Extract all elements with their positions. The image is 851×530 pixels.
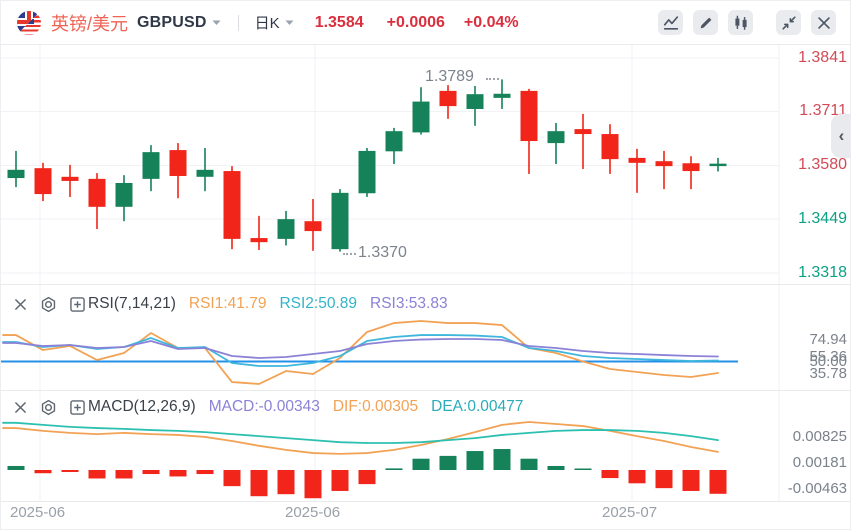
draw-button[interactable] — [693, 10, 718, 35]
price-axis-label: 1.3449 — [798, 210, 847, 227]
axis-collapse-tab[interactable]: ‹ — [831, 114, 850, 158]
dif-value: DIF:0.00305 — [332, 398, 419, 415]
pencil-icon — [700, 17, 711, 28]
macd-axis-label: 0.00181 — [792, 454, 847, 471]
price-axis-label: 1.3318 — [798, 264, 847, 281]
rsi3-value: RSI3:53.83 — [370, 295, 448, 312]
rsi2-value: RSI2:50.89 — [279, 295, 358, 312]
candlesticks-icon — [734, 15, 747, 30]
rsi-close-button[interactable] — [14, 298, 27, 311]
close-icon — [817, 16, 830, 29]
macd-close-button[interactable] — [14, 401, 27, 414]
x-axis-label: 2025-06 — [285, 504, 341, 521]
price-change: +0.0006 — [386, 13, 445, 31]
collapse-arrows-icon — [781, 15, 796, 30]
price-axis-label: 1.3841 — [798, 49, 847, 66]
chart-region: 1.3841 1.3711 1.3580 1.3449 1.3318 1.378… — [1, 45, 851, 530]
rsi-title: RSI(7,14,21) — [88, 295, 176, 312]
rsi-axis-label: 35.78 — [809, 365, 847, 382]
line-chart-button[interactable] — [658, 10, 683, 35]
macd-value: MACD:-0.00343 — [208, 398, 320, 415]
interval-selector[interactable]: 日K — [255, 12, 294, 33]
toolbar-actions — [648, 10, 850, 35]
x-axis-label: 2025-07 — [602, 504, 658, 521]
macd-axis-label: -0.00463 — [787, 480, 847, 497]
rsi1-value: RSI1:41.79 — [188, 295, 267, 312]
chevron-down-icon — [285, 20, 294, 25]
price-axis-label: 1.3580 — [798, 156, 847, 173]
pair-code: GBPUSD — [137, 13, 207, 31]
interval-label: 日K — [254, 15, 280, 32]
low-annotation: 1.3370 — [358, 244, 407, 261]
rsi-panel-header: RSI(7,14,21) RSI1:41.79 RSI2:50.89 RSI3:… — [14, 292, 448, 316]
collapse-chart-button[interactable] — [776, 10, 801, 35]
pair-name-chinese: 英镑/美元 — [51, 13, 129, 34]
quote-bar: 英镑/美元 GBPUSD 日K 1.3584 +0.0006 +0.04% — [1, 1, 850, 45]
close-chart-button[interactable] — [811, 10, 836, 35]
chevron-down-icon — [212, 20, 221, 25]
gbpusd-flag-icon — [17, 10, 41, 35]
pair-selector[interactable]: GBPUSD — [137, 14, 221, 32]
macd-title: MACD(12,26,9) — [88, 398, 196, 415]
rsi-axis-label: 55.36 — [809, 348, 847, 365]
dea-value: DEA:0.00477 — [431, 398, 524, 415]
candlestick-style-button[interactable] — [728, 10, 753, 35]
line-chart-icon — [663, 15, 678, 30]
macd-axis-label: 0.00825 — [792, 428, 847, 445]
macd-settings-button[interactable] — [40, 399, 57, 416]
last-price: 1.3584 — [314, 13, 364, 31]
high-annotation: 1.3789 — [425, 68, 474, 85]
chevron-left-icon: ‹ — [838, 126, 845, 145]
macd-panel-header: MACD(12,26,9) MACD:-0.00343 DIF:0.00305 … — [14, 395, 523, 419]
low-annotation-leader — [343, 253, 356, 255]
x-axis-label: 2025-06 — [10, 504, 66, 521]
price-change-percent: +0.04% — [463, 13, 519, 31]
candlestick-chart-canvas[interactable] — [1, 45, 851, 530]
rsi-axis-label: 50.00 — [809, 353, 847, 370]
rsi-axis-label: 74.94 — [809, 331, 847, 348]
high-annotation-leader — [486, 78, 499, 80]
rsi-expand-button[interactable] — [70, 296, 85, 312]
rsi-settings-button[interactable] — [40, 296, 57, 313]
macd-expand-button[interactable] — [70, 399, 85, 415]
divider — [237, 14, 239, 31]
